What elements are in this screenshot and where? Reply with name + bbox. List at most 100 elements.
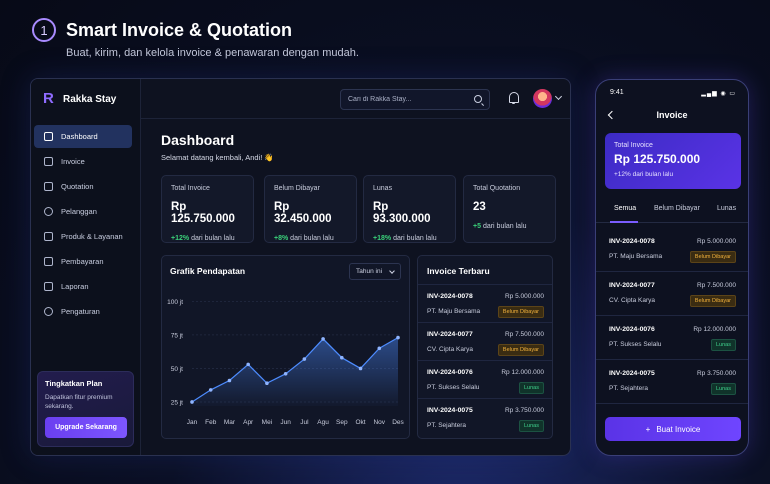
stat-card-total-invoice[interactable]: Total Invoice Rp 125.750.000 +12% dari b…: [161, 175, 254, 243]
tab-semua[interactable]: Semua: [614, 205, 637, 212]
sidebar-item-invoice[interactable]: Invoice: [34, 150, 132, 173]
sidebar-item-pembayaran[interactable]: Pembayaran: [34, 250, 132, 273]
data-point-des[interactable]: [396, 335, 400, 340]
plus-icon: +: [645, 424, 651, 434]
status-badge: Belum Dibayar: [497, 306, 544, 318]
brand-name: Rakka Stay: [63, 93, 117, 105]
page-header: 1 Smart Invoice & Quotation Buat, kirim,…: [32, 18, 732, 66]
stat-card-lunas[interactable]: Lunas Rp 93.300.000 +18% dari bulan lalu: [363, 175, 456, 243]
topbar: [141, 79, 570, 119]
sidebar-item-produk[interactable]: Produk & Layanan: [34, 225, 132, 248]
data-point-mei[interactable]: [265, 381, 269, 385]
invoice-id: INV-2024-0075: [427, 407, 473, 414]
upgrade-button[interactable]: Upgrade Sekarang: [45, 417, 127, 438]
x-tick-label: Feb: [205, 419, 217, 426]
revenue-chart-panel: Grafik Pendapatan Tahun ini 25 jt 50 jt 75…: [161, 255, 410, 439]
x-tick-label: Jan: [187, 419, 198, 426]
report-icon: [44, 282, 53, 291]
invoice-id: INV-2024-0077: [427, 331, 473, 338]
data-point-feb[interactable]: [208, 388, 213, 392]
bell-icon[interactable]: [508, 92, 519, 104]
x-tick-label: Jun: [280, 419, 291, 426]
invoice-row[interactable]: INV-2024-0075 Rp 3.750.000 PT. Sejahtera Lu…: [418, 398, 552, 435]
sidebar-item-laporan[interactable]: Laporan: [34, 275, 132, 298]
invoice-amount: Rp 7.500.000: [696, 282, 736, 289]
invoice-company: CV. Cipta Karya: [427, 346, 474, 353]
data-point-jan[interactable]: [190, 400, 194, 404]
sidebar-item-pelanggan[interactable]: Pelanggan: [34, 200, 132, 223]
avatar[interactable]: [533, 89, 552, 108]
invoice-amount: Rp 3.750.000: [696, 370, 736, 377]
chart-range-select[interactable]: Tahun ini: [349, 263, 401, 280]
data-point-okt[interactable]: [358, 366, 363, 371]
main-content: Dashboard Selamat datang kembali, Andi! …: [141, 119, 570, 455]
chevron-down-icon[interactable]: [554, 92, 563, 101]
sidebar-item-pengaturan[interactable]: Pengaturan: [34, 300, 132, 323]
status-badge: Lunas: [711, 383, 736, 395]
mobile-invoice-row[interactable]: INV-2024-0077 Rp 7.500.000 CV. Cipta Karya…: [596, 272, 748, 316]
stat-card-belum-dibayar[interactable]: Belum Dibayar Rp 32.450.000 +8% dari bul…: [264, 175, 357, 243]
data-point-nov[interactable]: [377, 346, 382, 351]
status-badge: Belum Dibayar: [497, 344, 544, 356]
invoice-row[interactable]: INV-2024-0076 Rp 12.000.000 PT. Sukses Sel…: [418, 360, 552, 397]
x-tick-label: Jul: [300, 419, 309, 426]
chart-title: Grafik Pendapatan: [170, 266, 246, 276]
mobile-card-value: Rp 125.750.000: [614, 152, 701, 166]
search-input[interactable]: [341, 90, 466, 109]
mobile-invoice-row[interactable]: INV-2024-0075 Rp 3.750.000 PT. Sejahtera Lu…: [596, 360, 748, 404]
invoice-company: PT. Maju Bersama: [609, 253, 663, 260]
brand[interactable]: R Rakka Stay: [43, 91, 116, 107]
upgrade-title: Tingkatkan Plan: [45, 379, 103, 388]
stat-change: +8%: [274, 235, 289, 242]
stat-change: +12%: [171, 235, 190, 242]
welcome-text: Selamat datang kembali, Andi! 👋: [161, 153, 274, 162]
tab-belum-dibayar[interactable]: Belum Dibayar: [654, 205, 700, 212]
gear-icon: [44, 307, 53, 316]
invoice-row[interactable]: INV-2024-0077 Rp 7.500.000 CV. Cipta Karya…: [418, 322, 552, 359]
sidebar-item-quotation[interactable]: Quotation: [34, 175, 132, 198]
data-point-mar[interactable]: [227, 378, 232, 383]
search-icon[interactable]: [474, 95, 482, 103]
payment-icon: [44, 257, 53, 266]
invoice-id: INV-2024-0078: [427, 293, 473, 300]
status-time: 9:41: [610, 89, 624, 96]
invoice-company: PT. Sukses Selalu: [609, 341, 662, 348]
stat-label: Total Quotation: [473, 185, 521, 192]
data-point-agu[interactable]: [321, 337, 325, 341]
desktop-app-window: R Rakka Stay Dashboard Invoice Quotation…: [30, 78, 571, 456]
data-point-jun[interactable]: [283, 372, 288, 376]
sidebar: R Rakka Stay Dashboard Invoice Quotation…: [31, 79, 141, 455]
data-point-sep[interactable]: [340, 355, 344, 360]
create-invoice-button[interactable]: + Buat Invoice: [605, 417, 741, 441]
invoice-amount: Rp 3.750.000: [504, 407, 544, 414]
mobile-invoice-row[interactable]: INV-2024-0076 Rp 12.000.000 PT. Sukses Sel…: [596, 316, 748, 360]
data-point-apr[interactable]: [246, 362, 250, 367]
invoice-amount: Rp 12.000.000: [693, 326, 736, 333]
invoice-row[interactable]: INV-2024-0078 Rp 5.000.000 PT. Maju Bersam…: [418, 284, 552, 321]
stat-change: +5: [473, 223, 481, 230]
stat-suffix: dari bulan lalu: [393, 235, 437, 242]
invoice-amount: Rp 5.000.000: [696, 238, 736, 245]
box-icon: [44, 232, 53, 241]
status-badge: Lunas: [711, 339, 736, 351]
quotation-icon: [44, 182, 53, 191]
mobile-card-label: Total Invoice: [614, 142, 653, 149]
invoice-id: INV-2024-0077: [609, 282, 655, 289]
sidebar-nav: Dashboard Invoice Quotation Pelanggan Pr…: [34, 125, 132, 325]
mobile-app: 9:41 ▂▄▆ ◉ ▭ Invoice Total Invoice Rp 12…: [595, 79, 749, 456]
invoice-company: CV. Cipta Karya: [609, 297, 656, 304]
x-tick-label: Mei: [262, 419, 272, 426]
sidebar-item-dashboard[interactable]: Dashboard: [34, 125, 132, 148]
stat-card-total-quotation[interactable]: Total Quotation 23 +5 dari bulan lalu: [463, 175, 556, 243]
data-point-jul[interactable]: [302, 357, 307, 361]
invoice-amount: Rp 5.000.000: [504, 293, 544, 300]
recent-invoices-panel: Invoice Terbaru INV-2024-0078 Rp 5.000.00…: [417, 255, 553, 439]
revenue-line: [191, 337, 399, 403]
stat-suffix: dari bulan lalu: [191, 235, 235, 242]
brand-logo-icon: R: [43, 90, 54, 107]
invoice-company: PT. Sejahtera: [427, 422, 467, 429]
mobile-invoice-row[interactable]: INV-2024-0078 Rp 5.000.000 PT. Maju Bersam…: [596, 228, 748, 272]
tab-lunas[interactable]: Lunas: [717, 205, 737, 212]
x-tick-label: Sep: [336, 419, 348, 426]
stat-label: Total Invoice: [171, 185, 210, 192]
